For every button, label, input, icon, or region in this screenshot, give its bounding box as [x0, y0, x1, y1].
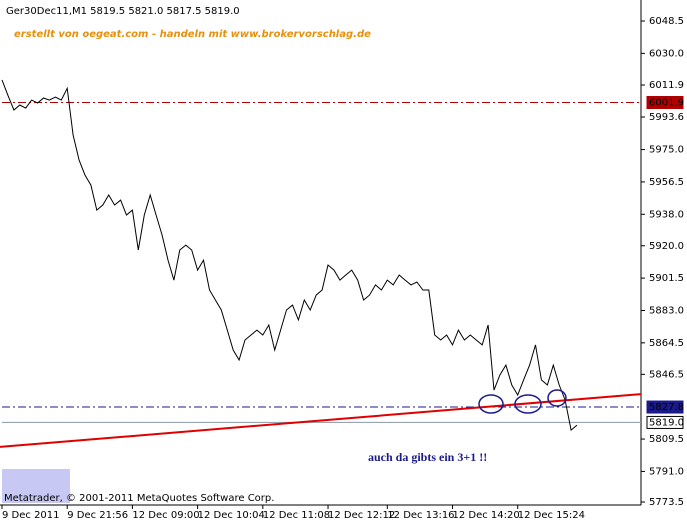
y-tick-label: 5956.5 [649, 177, 684, 188]
y-tick-label: 5809.5 [649, 434, 684, 445]
y-tick-label: 5846.5 [649, 369, 684, 380]
y-tick-label: 5883.0 [649, 305, 684, 316]
y-tick-label: 5791.0 [649, 466, 684, 477]
footer: Metatrader, © 2001-2011 MetaQuotes Softw… [4, 493, 274, 504]
x-tick-label: 12 Dec 09:00 [132, 510, 199, 521]
level-label: 6001.9 [649, 98, 684, 109]
y-tick-label: 5864.5 [649, 338, 684, 349]
marker-ellipse [547, 389, 567, 407]
marker-ellipse [514, 394, 542, 414]
x-tick-label: 12 Dec 11:08 [263, 510, 330, 521]
x-tick-label: 12 Dec 14:20 [453, 510, 520, 521]
x-tick-label: 12 Dec 13:16 [387, 510, 454, 521]
chart-title: Ger30Dec11,M1 5819.5 5821.0 5817.5 5819.… [6, 6, 240, 17]
level-label: 5819.0 [649, 417, 684, 428]
annotation: auch da gibts ein 3+1 !! [368, 450, 487, 464]
level-label-box [646, 415, 684, 429]
y-tick-label: 5773.5 [649, 497, 684, 508]
y-tick-label: 5938.0 [649, 209, 684, 220]
level-label-box [646, 96, 684, 110]
marker-ellipse [478, 394, 504, 414]
y-tick-label: 6030.0 [649, 48, 684, 59]
x-tick-label: 9 Dec 2011 [2, 510, 60, 521]
x-tick-label: 9 Dec 21:56 [67, 510, 128, 521]
y-tick-label: 5993.6 [649, 112, 684, 123]
corner-box [2, 469, 70, 503]
y-tick-label: 6011.9 [649, 80, 684, 91]
annotation: erstellt von oegeat.com - handeln mit ww… [14, 29, 371, 40]
y-tick-label: 6048.5 [649, 16, 684, 27]
y-tick-label: 5920.0 [649, 241, 684, 252]
level-label: 5827.8 [649, 402, 684, 413]
plot-area [0, 79, 642, 448]
y-tick-label: 5901.5 [649, 273, 684, 284]
price-line [1, 79, 578, 432]
x-tick-label: 12 Dec 12:12 [328, 510, 395, 521]
x-tick-label: 12 Dec 10:04 [198, 510, 265, 521]
y-tick-label: 5975.0 [649, 145, 684, 156]
level-label-box [646, 400, 684, 414]
x-tick-label: 12 Dec 15:24 [518, 510, 585, 521]
trend-line [0, 393, 642, 448]
